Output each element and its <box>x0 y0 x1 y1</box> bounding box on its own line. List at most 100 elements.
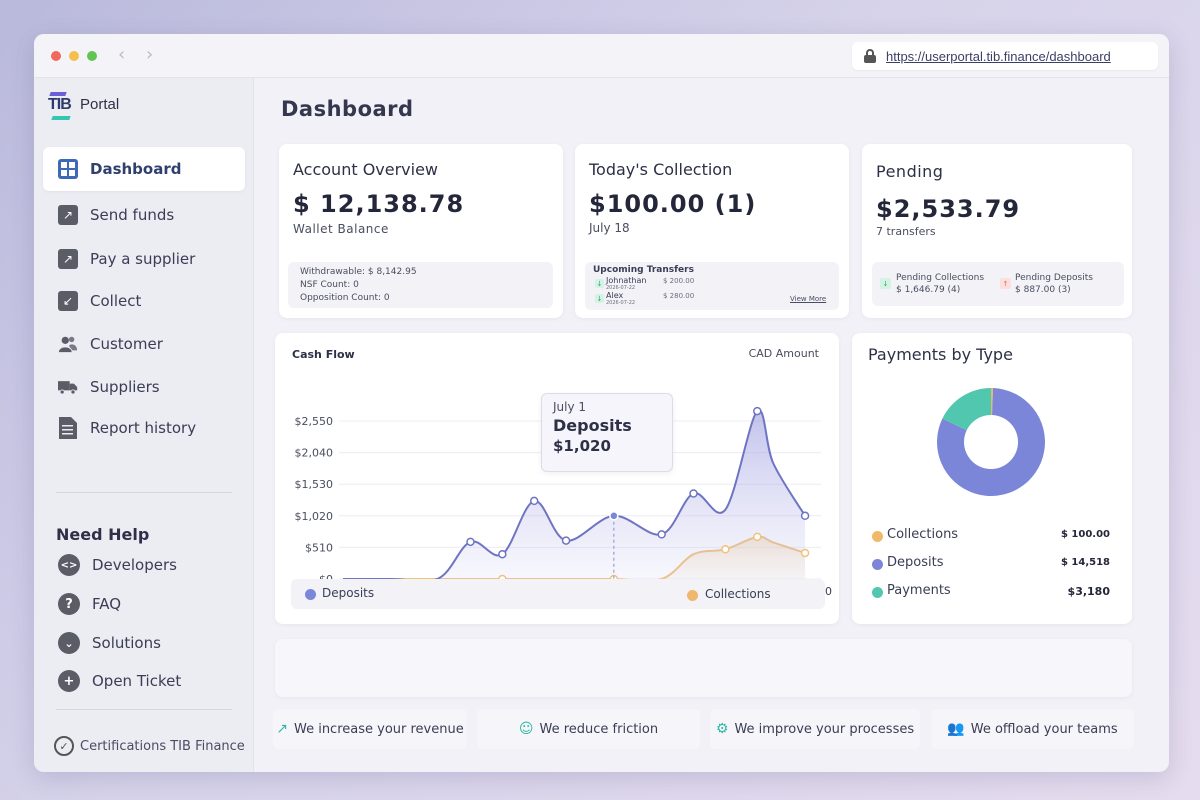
cad-amount-label: CAD Amount <box>748 347 819 360</box>
transfer-amount: $ 280.00 <box>663 292 695 300</box>
card-title: Account Overview <box>293 160 439 179</box>
smile-icon: ☺ <box>518 721 534 737</box>
transfer-name: Alex <box>606 291 624 300</box>
donut-slice-collections[interactable] <box>991 388 994 416</box>
payments-by-type-card: Payments by Type Collections $ 100.00 De… <box>852 333 1132 624</box>
sidebar: TIB Portal Dashboard ↗ Send funds ↗ Pay … <box>34 78 254 772</box>
feature-badge-friction: ☺ We reduce friction <box>477 709 700 749</box>
legend-dot-deposits <box>305 589 316 600</box>
legend-row-payments[interactable]: Payments $3,180 <box>870 581 1120 609</box>
chevron-down-icon: ⌄ <box>58 632 80 654</box>
need-help-heading: Need Help <box>56 525 150 544</box>
y-tick-label: $2,040 <box>295 447 334 460</box>
pending-collections: Pending Collections $ 1,646.79 (4) <box>896 272 984 296</box>
page-title: Dashboard <box>281 97 414 121</box>
deposits-point <box>753 406 762 416</box>
tooltip-date: July 1 <box>553 400 587 414</box>
card-title: Pending <box>876 162 944 181</box>
legend-dot-deposits <box>872 559 883 570</box>
browser-titlebar: ‹ › https://userportal.tib.finance/dashb… <box>34 34 1169 78</box>
deposits-point <box>689 489 698 498</box>
series-area-deposits <box>343 410 806 582</box>
legend-row-deposits[interactable]: Deposits $ 14,518 <box>870 553 1120 581</box>
arrow-up-right-icon: ↗ <box>58 249 78 269</box>
close-window-button[interactable] <box>51 51 61 61</box>
arrow-up-right-icon: ↗ <box>58 205 78 225</box>
arrow-down-icon: ↓ <box>880 278 891 289</box>
sidebar-item-label: Customer <box>90 335 163 353</box>
sidebar-item-suppliers[interactable]: Suppliers <box>43 365 245 409</box>
legend-label-collections[interactable]: Collections <box>705 587 771 601</box>
truck-icon <box>58 377 78 397</box>
cash-flow-legend: Deposits Collections <box>291 579 825 609</box>
address-bar[interactable]: https://userportal.tib.finance/dashboard <box>852 42 1158 70</box>
sidebar-item-label: Open Ticket <box>92 672 182 690</box>
maximize-window-button[interactable] <box>87 51 97 61</box>
document-icon <box>58 417 78 439</box>
view-more-link[interactable]: View More <box>790 295 827 303</box>
tooltip-series: Deposits <box>553 416 632 435</box>
pending-collections-label: Pending Collections <box>896 273 985 283</box>
wallet-balance-amount: $ 12,138.78 <box>293 190 465 218</box>
gear-icon: ⚙ <box>715 721 729 737</box>
arrow-down-icon: ↓ <box>595 279 604 288</box>
tooltip-value: $1,020 <box>553 437 611 455</box>
arrow-down-left-icon: ↙ <box>58 291 78 311</box>
sidebar-item-label: Collect <box>90 292 142 310</box>
legend-dot-collections <box>687 590 698 601</box>
brand-logo[interactable]: TIB Portal <box>48 90 119 122</box>
minimize-window-button[interactable] <box>69 51 79 61</box>
sidebar-item-open-ticket[interactable]: + Open Ticket <box>43 659 245 703</box>
sidebar-item-solutions[interactable]: ⌄ Solutions <box>43 621 245 665</box>
sidebar-item-label: Suppliers <box>90 378 160 396</box>
collections-point <box>800 548 810 558</box>
url-text[interactable]: https://userportal.tib.finance/dashboard <box>886 48 1111 64</box>
deposits-point <box>561 536 571 545</box>
legend-value: $3,180 <box>1067 585 1110 598</box>
payments-legend: Collections $ 100.00 Deposits $ 14,518 P… <box>870 525 1120 609</box>
back-arrow-icon[interactable]: ‹ <box>118 44 126 65</box>
legend-label: Collections <box>887 527 959 542</box>
donut-slice-payments[interactable] <box>942 388 992 431</box>
opposition-count-text: Opposition Count: 0 <box>300 293 390 303</box>
legend-value: $ 100.00 <box>1060 529 1110 540</box>
upcoming-transfers-box: Upcoming Transfers ↓ Johnathan 2026-07-2… <box>585 262 839 310</box>
check-circle-icon: ✓ <box>54 736 74 756</box>
pending-collections-value: $ 1,646.79 (4) <box>896 285 961 295</box>
sidebar-item-label: Dashboard <box>90 160 182 178</box>
feature-label: We improve your processes <box>734 721 915 737</box>
arrow-down-icon: ↓ <box>595 294 604 303</box>
legend-label-deposits[interactable]: Deposits <box>322 586 375 600</box>
sidebar-item-developers[interactable]: <> Developers <box>43 543 245 587</box>
users-icon <box>58 334 78 354</box>
feature-badge-teams: 👥 We offload your teams <box>931 709 1134 749</box>
collection-date: July 18 <box>589 221 630 235</box>
collections-point <box>721 545 730 554</box>
sidebar-item-send-funds[interactable]: ↗ Send funds <box>43 193 245 237</box>
transfer-date: 2026-07-22 <box>606 285 636 291</box>
donut-slice-deposits[interactable] <box>937 388 1045 496</box>
portal-label: Portal <box>80 96 120 113</box>
transfer-date: 2026-07-22 <box>606 300 636 306</box>
sidebar-item-pay-supplier[interactable]: ↗ Pay a supplier <box>43 237 245 281</box>
feature-badge-processes: ⚙ We improve your processes <box>710 709 920 749</box>
sidebar-item-label: Developers <box>92 556 177 574</box>
pending-deposits-value: $ 887.00 (3) <box>1015 285 1071 295</box>
code-icon: <> <box>58 554 80 576</box>
forward-arrow-icon[interactable]: › <box>146 44 154 65</box>
account-overview-card: Account Overview $ 12,138.78 Wallet Bala… <box>279 144 563 318</box>
tib-logo-icon: TIB <box>48 90 76 122</box>
tooltip-focus-point <box>609 511 619 521</box>
certifications-label: Certifications TIB Finance <box>80 738 245 754</box>
legend-value: $ 14,518 <box>1060 557 1110 568</box>
sidebar-item-faq[interactable]: ? FAQ <box>43 582 245 626</box>
empty-panel <box>275 639 1132 697</box>
plus-icon: + <box>58 670 80 692</box>
sidebar-item-report-history[interactable]: Report history <box>43 406 245 450</box>
sidebar-item-customer[interactable]: Customer <box>43 322 245 366</box>
feature-label: We increase your revenue <box>293 721 464 737</box>
sidebar-item-dashboard[interactable]: Dashboard <box>43 147 245 191</box>
legend-row-collections[interactable]: Collections $ 100.00 <box>870 525 1120 553</box>
sidebar-item-collect[interactable]: ↙ Collect <box>43 279 245 323</box>
certifications-link[interactable]: ✓ Certifications TIB Finance <box>54 736 245 756</box>
